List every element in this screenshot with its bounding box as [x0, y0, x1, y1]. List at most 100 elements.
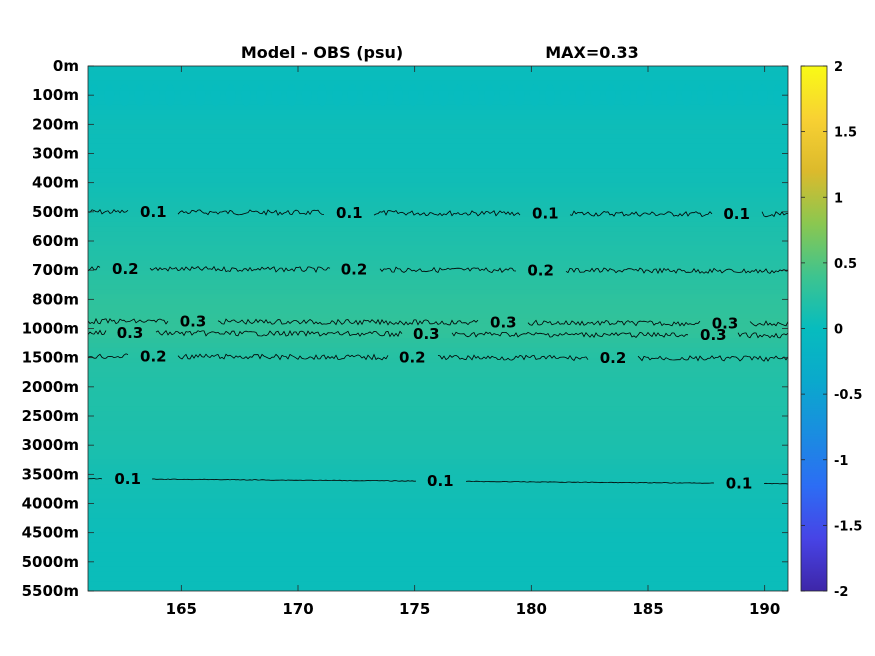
- heatmap-cell: [88, 522, 788, 529]
- y-tick-label: 5000m: [22, 553, 79, 571]
- y-tick-label: 1000m: [22, 320, 79, 338]
- texture-cell: [499, 84, 510, 107]
- texture-cell: [681, 84, 692, 107]
- heatmap-cell: [88, 241, 788, 247]
- contour-label: 0.2: [600, 349, 627, 367]
- y-tick-label: 500m: [32, 203, 79, 221]
- contour-label: 0.3: [413, 325, 440, 343]
- texture-cell: [377, 84, 388, 107]
- heatmap-cell: [88, 294, 788, 300]
- texture-cell: [301, 84, 312, 107]
- heatmap-cell: [88, 100, 788, 106]
- heatmap-cell: [88, 75, 788, 82]
- contour-line: [151, 478, 417, 482]
- contour-line: [451, 331, 689, 338]
- heatmap-cell: [88, 172, 788, 179]
- contour-line: [565, 267, 788, 275]
- heatmap-cell: [88, 396, 788, 403]
- x-tick-label: 180: [516, 600, 547, 618]
- heatmap-cell: [88, 474, 788, 480]
- contour-line: [761, 211, 788, 218]
- heatmap-cell: [88, 445, 788, 451]
- texture-cell: [469, 84, 479, 107]
- heatmap-cell: [88, 85, 788, 91]
- contour-line: [749, 320, 788, 327]
- heatmap-cell: [88, 469, 788, 475]
- texture-cell: [514, 84, 525, 107]
- heatmap-cell: [88, 143, 788, 150]
- contour-lines: [88, 208, 788, 485]
- colorbar-ticks: 2 1.5 1 0.5 0 -0.5 -1 -1.5 -2: [801, 60, 862, 600]
- heatmap-cell: [88, 333, 788, 339]
- texture-cell: [423, 84, 434, 107]
- heatmap-cell: [88, 168, 788, 174]
- heatmap-cell: [88, 90, 788, 96]
- heatmap-cell: [88, 134, 788, 140]
- heatmap-cell: [88, 411, 788, 417]
- texture-cell: [241, 84, 251, 107]
- texture-cell: [271, 84, 282, 107]
- texture-cell: [347, 84, 358, 107]
- heatmap-cell: [88, 275, 788, 281]
- colorbar-tick-label: 0: [834, 323, 843, 338]
- contour-label: 0.3: [700, 326, 727, 344]
- x-tick-label: 185: [632, 600, 663, 618]
- texture-cell: [484, 84, 495, 107]
- heatmap-cell: [88, 508, 788, 514]
- heatmap-cell: [88, 493, 788, 500]
- texture-cell: [651, 84, 662, 107]
- colorbar: [800, 65, 828, 592]
- contour-line: [88, 353, 129, 359]
- contour-label: 0.2: [341, 261, 368, 279]
- contour-label: 0.1: [140, 203, 167, 221]
- heatmap-cell: [88, 187, 788, 193]
- x-tick-label: 165: [166, 600, 197, 618]
- heatmap-cell: [88, 299, 788, 305]
- heatmap-cell: [88, 416, 788, 422]
- heatmap-cell: [88, 381, 788, 388]
- contour-line: [88, 329, 107, 335]
- heatmap-cell: [88, 138, 788, 145]
- contour-line: [637, 355, 788, 362]
- contour-line: [465, 480, 715, 484]
- heatmap-cell: [88, 104, 788, 111]
- heatmap-cell: [88, 182, 788, 189]
- heatmap-cell: [88, 576, 788, 582]
- texture-cell: [666, 84, 677, 107]
- heatmap-cell: [88, 338, 788, 344]
- heatmap-cell: [88, 547, 788, 553]
- heatmap-cell: [88, 571, 788, 578]
- texture-cell: [712, 84, 723, 107]
- contour-label: 0.2: [140, 347, 167, 365]
- contour-label: 0.1: [723, 205, 750, 223]
- contour-line: [763, 482, 788, 485]
- heatmap-cell: [88, 440, 788, 446]
- contour-line: [527, 319, 701, 327]
- texture-cell: [727, 84, 738, 107]
- heatmap-cell: [88, 192, 788, 198]
- heatmap-cell: [88, 425, 788, 432]
- colorbar-tick-label: -1.5: [834, 519, 862, 534]
- heatmap-cell: [88, 328, 788, 334]
- y-tick-label: 0m: [53, 57, 79, 75]
- contour-label: 0.3: [490, 314, 517, 332]
- heatmap-cell: [88, 250, 788, 257]
- heatmap-cell: [88, 124, 788, 130]
- contour-line: [217, 318, 479, 326]
- y-axis: 0m 100m 200m 300m 400m 500m 600m 700m 800m 1000m 1…: [22, 57, 788, 600]
- y-tick-label: 3500m: [22, 465, 79, 483]
- texture-cell: [362, 84, 373, 107]
- heatmap-cell: [88, 221, 788, 228]
- heatmap-cell: [88, 163, 788, 169]
- heatmap-cell: [88, 313, 788, 320]
- heatmap-cell: [88, 236, 788, 242]
- texture-cell: [210, 84, 221, 107]
- heatmap-cell: [88, 391, 788, 398]
- contour-line: [373, 209, 521, 217]
- heatmap-cell: [88, 420, 788, 427]
- heatmap-cell: [88, 513, 788, 519]
- colorbar-tick-label: -2: [834, 585, 848, 600]
- heatmap-cell: [88, 552, 788, 558]
- texture-cell: [757, 84, 768, 107]
